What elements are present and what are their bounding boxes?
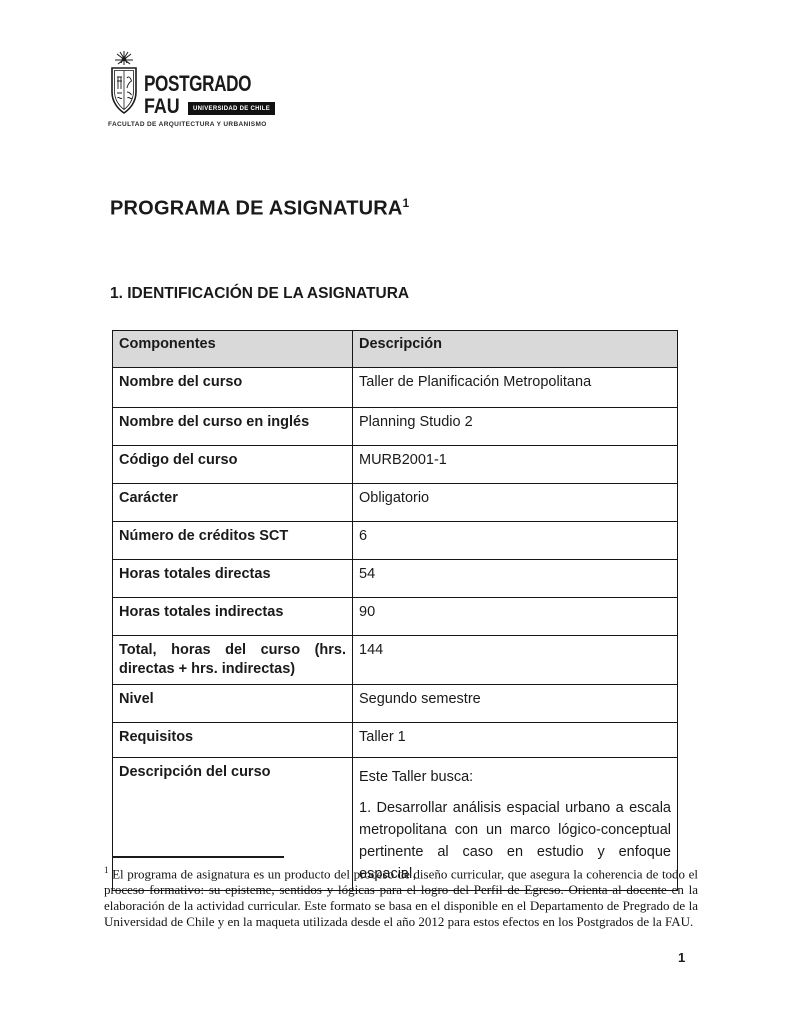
row-value-cell: 54 (352, 559, 678, 598)
table-row: Nombre del curso Taller de Planificación … (112, 367, 678, 408)
row-value-text: 1. Desarrollar análisis espacial urbano … (359, 800, 671, 882)
row-value-text: Segundo semestre (359, 691, 481, 707)
row-label-cell: Total, horas del curso (hrs. directas + … (112, 635, 353, 685)
table-header-row: Componentes Descripción (112, 330, 678, 368)
row-value-text: Taller de Planificación Metropolitana (359, 374, 592, 390)
row-label-cell: Horas totales directas (112, 559, 353, 598)
row-label-cell: Descripción del curso (112, 757, 353, 891)
logo-fau-row: FAU UNIVERSIDAD DE CHILE (144, 95, 276, 118)
logo-fau-text: FAU (144, 95, 180, 118)
row-label-cell: Nivel (112, 684, 353, 723)
footnote-separator (112, 856, 284, 858)
row-label-cell: Nombre del curso en inglés (112, 407, 353, 446)
table-row: Nombre del curso en inglés Planning Studi… (112, 407, 678, 446)
page-number: 1 (678, 950, 686, 965)
row-label-cell: Horas totales indirectas (112, 597, 353, 636)
row-value-cell: 144 (352, 635, 678, 685)
row-value-cell: MURB2001-1 (352, 445, 678, 484)
identification-table: Componentes Descripción Nombre del curso… (112, 330, 678, 891)
row-label-text: Nombre del curso en inglés (119, 414, 310, 430)
title-footnote-reference[interactable]: 1 (402, 196, 410, 210)
row-value-cell: 6 (352, 521, 678, 560)
row-value-cell: Este Taller busca: 1. Desarrollar análisi… (352, 757, 678, 891)
table-row: Nivel Segundo semestre (112, 684, 678, 723)
row-value-text: 6 (359, 528, 368, 544)
row-label-text: Número de créditos SCT (119, 528, 289, 544)
section-heading: 1. IDENTIFICACIÓN DE LA ASIGNATURA (110, 285, 410, 302)
table-row: Código del curso MURB2001-1 (112, 445, 678, 484)
row-value-text: Taller 1 (359, 729, 406, 745)
row-value-cell: 90 (352, 597, 678, 636)
footnote-marker: 1 (104, 865, 109, 875)
row-label-text: Código del curso (119, 452, 238, 468)
row-value-text: Este Taller busca: (359, 769, 474, 785)
logo-faculty-text: FACULTAD DE ARQUITECTURA Y URBANISMO (108, 121, 267, 128)
row-label-cell: Nombre del curso (112, 367, 353, 408)
table-row: Número de créditos SCT 6 (112, 521, 678, 560)
header-componentes: Componentes (112, 330, 353, 368)
footnote-text: El programa de asignatura es un producto… (104, 866, 699, 930)
row-value-text: Planning Studio 2 (359, 414, 473, 430)
row-value-cell: Planning Studio 2 (352, 407, 678, 446)
header-descripcion: Descripción (352, 330, 678, 368)
table-row: Requisitos Taller 1 (112, 722, 678, 758)
row-label-text: Horas totales indirectas (119, 604, 284, 620)
row-label-cell: Número de créditos SCT (112, 521, 353, 560)
row-label-cell: Código del curso (112, 445, 353, 484)
row-value-text: Obligatorio (359, 490, 430, 506)
row-value-text: MURB2001-1 (359, 452, 447, 468)
logo-university-badge: UNIVERSIDAD DE CHILE (188, 102, 276, 115)
row-value-text: 54 (359, 566, 376, 582)
row-label-text: Requisitos (119, 729, 194, 745)
row-label-text: Horas totales directas (119, 566, 271, 582)
page-title: PROGRAMA DE ASIGNATURA1 (110, 196, 409, 221)
table-row: Descripción del curso Este Taller busca: 1… (112, 757, 678, 891)
row-label-text: Descripción del curso (119, 764, 271, 780)
table-row: Total, horas del curso (hrs. directas + … (112, 635, 678, 685)
identification-table-head: Componentes Descripción (112, 330, 678, 368)
row-value-cell: Obligatorio (352, 483, 678, 522)
row-value-cell: Segundo semestre (352, 684, 678, 723)
postgrado-fau-logo: POSTGRADO FAU UNIVERSIDAD DE CHILE FACUL… (108, 50, 276, 128)
logo-text-block: POSTGRADO FAU UNIVERSIDAD DE CHILE (144, 50, 276, 118)
page-title-text: PROGRAMA DE ASIGNATURA (110, 197, 403, 220)
table-row: Carácter Obligatorio (112, 483, 678, 522)
row-label-text: Carácter (119, 490, 178, 506)
row-value-cell: Taller 1 (352, 722, 678, 758)
row-label-text: Total, horas del curso (hrs. directas + … (119, 642, 346, 677)
row-label-text: Nivel (119, 691, 154, 707)
table-row: Horas totales directas 54 (112, 559, 678, 598)
row-label-cell: Carácter (112, 483, 353, 522)
university-crest-icon (111, 51, 137, 114)
row-label-cell: Requisitos (112, 722, 353, 758)
row-value-cell: Taller de Planificación Metropolitana (352, 367, 678, 408)
footnote: 1 El programa de asignatura es un produc… (104, 862, 698, 930)
logo-postgrado-text: POSTGRADO (144, 71, 252, 96)
row-label-text: Nombre del curso (119, 374, 243, 390)
table-row: Horas totales indirectas 90 (112, 597, 678, 636)
row-value-text: 144 (359, 642, 384, 658)
identification-table-body: Nombre del curso Taller de Planificación … (112, 367, 678, 891)
row-value-text: 90 (359, 604, 376, 620)
